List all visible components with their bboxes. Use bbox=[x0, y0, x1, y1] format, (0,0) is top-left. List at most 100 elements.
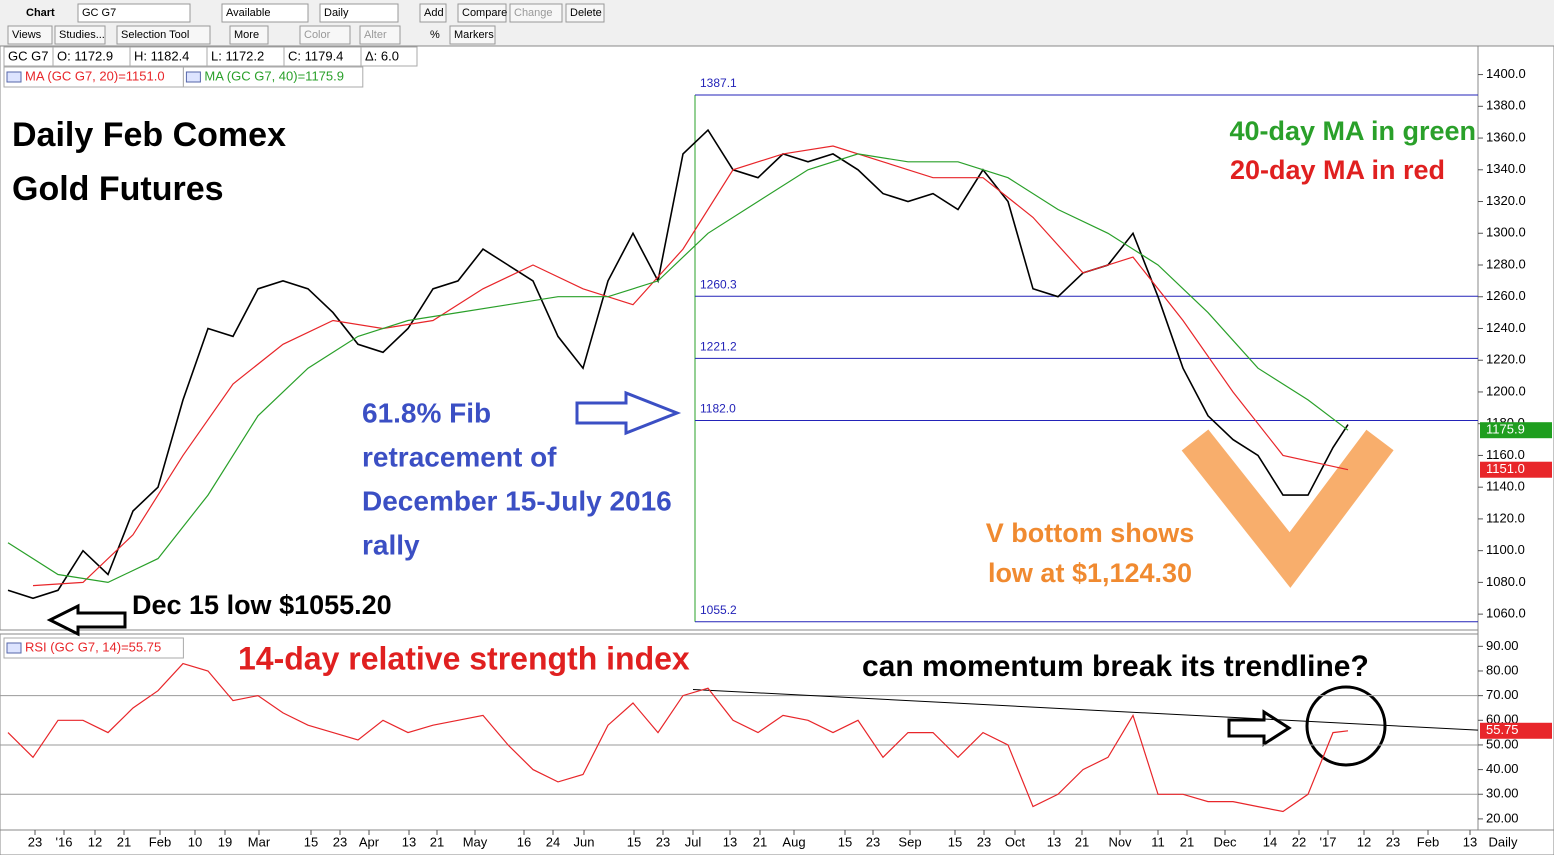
input-text[interactable]: GC G7 bbox=[82, 7, 116, 19]
button-label[interactable]: Markers bbox=[454, 29, 494, 41]
button[interactable] bbox=[457, 3, 507, 23]
x-tick-label: 21 bbox=[430, 834, 444, 849]
annotation: 61.8% Fib bbox=[362, 397, 491, 428]
button-label[interactable]: Selection Tool bbox=[121, 29, 189, 41]
x-tick-label: Feb bbox=[149, 834, 171, 849]
x-tick-label: 23 bbox=[977, 834, 991, 849]
annotation: 40-day MA in green bbox=[1229, 116, 1476, 146]
period-label: Daily bbox=[1489, 834, 1518, 849]
x-tick-label: 23 bbox=[333, 834, 347, 849]
v-bottom-highlight bbox=[1181, 429, 1394, 588]
fib-label: 1260.3 bbox=[700, 277, 737, 291]
x-tick-label: 16 bbox=[517, 834, 531, 849]
y-tick-label: 50.00 bbox=[1486, 736, 1519, 751]
y-tick-label: 1320.0 bbox=[1486, 193, 1526, 208]
readout-text: GC G7 bbox=[8, 48, 48, 63]
button[interactable] bbox=[299, 25, 351, 45]
x-tick-label: 11 bbox=[1151, 834, 1165, 849]
y-tick-label: 1380.0 bbox=[1486, 98, 1526, 113]
y-tick-label: 1400.0 bbox=[1486, 66, 1526, 81]
x-tick-label: 22 bbox=[1292, 834, 1306, 849]
y-tick-label: 1160.0 bbox=[1486, 447, 1525, 462]
price-chart: 1060.01080.01100.01120.01140.01160.01180… bbox=[3, 46, 1552, 623]
button-label: % bbox=[430, 29, 440, 41]
input-box[interactable] bbox=[77, 3, 191, 23]
legend-icon bbox=[185, 71, 201, 83]
readout-text: H: 1182.4 bbox=[134, 48, 189, 63]
x-tick-label: Jul bbox=[685, 834, 702, 849]
x-tick-label: 21 bbox=[753, 834, 767, 849]
x-tick-label: 12 bbox=[88, 834, 102, 849]
button[interactable] bbox=[116, 25, 211, 45]
button[interactable] bbox=[229, 25, 269, 45]
badge-label: 1175.9 bbox=[1486, 422, 1525, 437]
button-label[interactable]: More bbox=[234, 29, 259, 41]
input-box[interactable] bbox=[221, 3, 309, 23]
series-line bbox=[7, 662, 1349, 813]
black-arrow-left bbox=[46, 603, 127, 637]
button-label[interactable]: Color bbox=[304, 29, 331, 41]
button[interactable] bbox=[419, 3, 447, 23]
button[interactable] bbox=[359, 25, 401, 45]
input-box[interactable] bbox=[319, 3, 399, 23]
blue-arrow bbox=[575, 390, 682, 436]
input-text[interactable]: Available bbox=[226, 7, 270, 19]
rsi-chart: 20.0030.0040.0050.0060.0070.0080.0090.00… bbox=[0, 637, 1552, 849]
badge-label: 55.75 bbox=[1486, 722, 1519, 737]
x-tick-label: 24 bbox=[546, 834, 560, 849]
annotation: December 15-July 2016 bbox=[362, 485, 672, 516]
y-tick-label: 30.00 bbox=[1486, 786, 1519, 801]
legend-icon bbox=[6, 71, 22, 83]
x-tick-label: Nov bbox=[1108, 834, 1132, 849]
x-tick-label: Apr bbox=[359, 834, 380, 849]
y-tick-label: 1220.0 bbox=[1486, 352, 1526, 367]
y-tick-label: 20.00 bbox=[1486, 810, 1519, 825]
price-panel bbox=[0, 45, 1479, 631]
button[interactable] bbox=[449, 25, 496, 45]
series-line bbox=[7, 153, 1349, 584]
y-tick-label: 1140.0 bbox=[1486, 479, 1525, 494]
annotation: Daily Feb Comex bbox=[12, 116, 286, 154]
input-text[interactable]: Daily bbox=[324, 7, 349, 19]
y-tick-label: 40.00 bbox=[1486, 761, 1519, 776]
badge-label: 1151.0 bbox=[1486, 461, 1525, 476]
button[interactable] bbox=[7, 25, 53, 45]
x-tick-label: 12 bbox=[1357, 834, 1371, 849]
x-tick-label: 13 bbox=[723, 834, 737, 849]
button[interactable] bbox=[509, 3, 563, 23]
readout-text: L: 1172.2 bbox=[211, 48, 264, 63]
x-tick-label: 13 bbox=[1463, 834, 1477, 849]
y-tick-label: 1200.0 bbox=[1486, 383, 1526, 398]
value-badge bbox=[1480, 422, 1552, 439]
highlight-circle bbox=[1305, 685, 1387, 767]
button-label[interactable]: Compare bbox=[462, 7, 507, 19]
button-label[interactable]: Add bbox=[424, 7, 444, 19]
series-line bbox=[7, 128, 1349, 600]
legend-text: MA (GC G7, 40)=1175.9 bbox=[204, 68, 344, 83]
button-label[interactable]: Studies... bbox=[59, 29, 105, 41]
y-tick-label: 1120.0 bbox=[1486, 510, 1525, 525]
value-badge bbox=[1480, 722, 1552, 739]
button-label[interactable]: Change bbox=[514, 7, 553, 19]
button[interactable] bbox=[565, 3, 605, 23]
x-tick-label: 21 bbox=[1180, 834, 1194, 849]
button-label: Chart bbox=[26, 7, 55, 19]
y-tick-label: 1260.0 bbox=[1486, 288, 1526, 303]
annotation: rally bbox=[362, 529, 420, 560]
button-label[interactable]: Views bbox=[12, 29, 42, 41]
x-tick-label: 15 bbox=[948, 834, 962, 849]
x-tick-label: 15 bbox=[838, 834, 852, 849]
toolbar: Chart GC G7 Available Daily Add Compare Change… bbox=[7, 3, 1518, 849]
x-tick-label: 23 bbox=[1386, 834, 1400, 849]
y-tick-label: 1060.0 bbox=[1486, 606, 1526, 621]
y-tick-label: 1100.0 bbox=[1486, 542, 1525, 557]
x-tick-label: 21 bbox=[1075, 834, 1089, 849]
button-label[interactable]: Alter bbox=[364, 29, 387, 41]
y-tick-label: 80.00 bbox=[1486, 662, 1519, 677]
annotation: low at $1,124.30 bbox=[988, 558, 1192, 588]
x-tick-label: Mar bbox=[248, 834, 271, 849]
button-label[interactable]: Delete bbox=[570, 7, 602, 19]
button[interactable] bbox=[54, 25, 106, 45]
x-tick-label: 15 bbox=[627, 834, 641, 849]
